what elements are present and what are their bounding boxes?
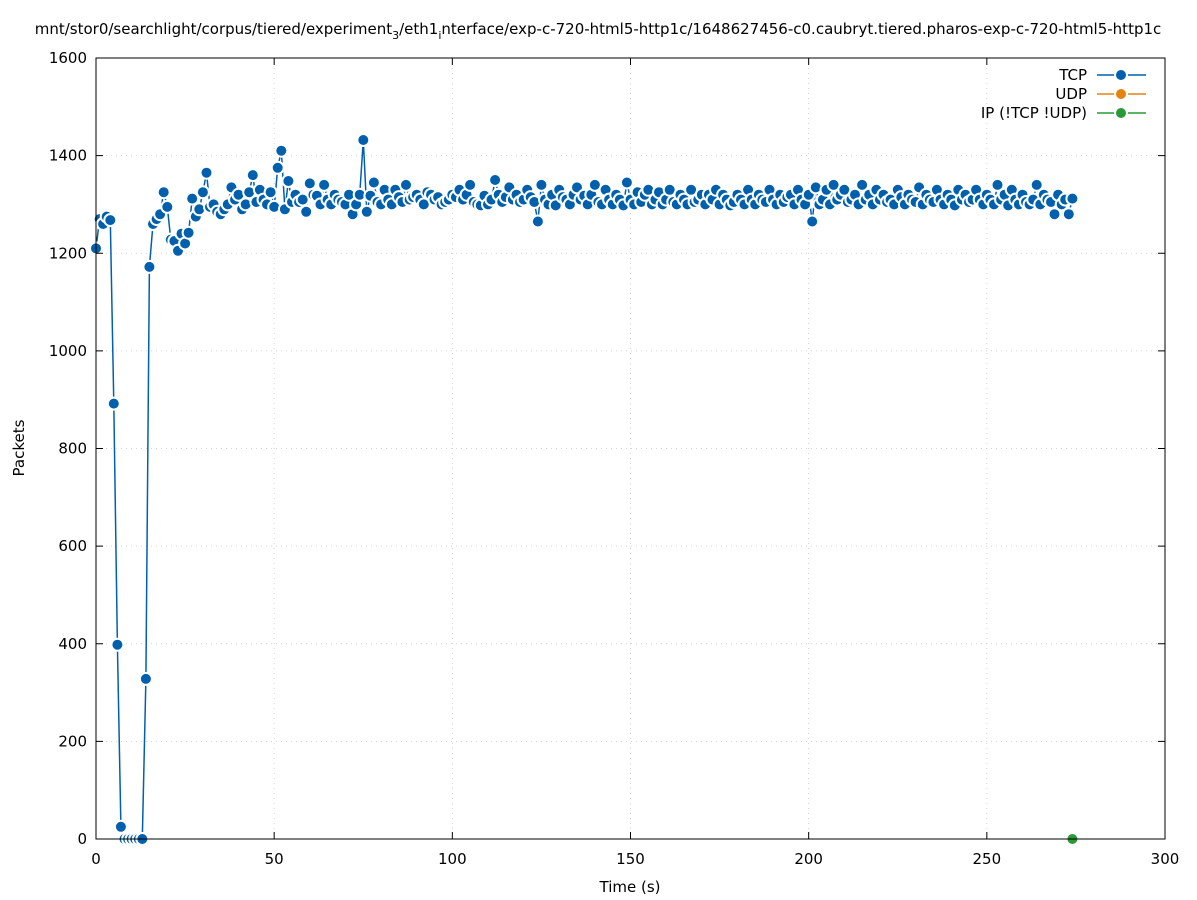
- x-tick-label: 300: [1151, 850, 1180, 868]
- tcp-data-point: [106, 396, 121, 411]
- tcp-data-point: [281, 174, 296, 188]
- tcp-data-point: [199, 165, 214, 180]
- y-tick-label: 0: [77, 830, 87, 848]
- tcp-data-point: [619, 175, 634, 190]
- legend-marker-ip-tcp-udp: [1114, 106, 1128, 120]
- tcp-data-point: [1065, 191, 1080, 206]
- tcp-data-point: [366, 175, 381, 190]
- series-points: [89, 133, 1080, 846]
- title-middle: /eth1: [399, 20, 438, 38]
- tcp-data-point: [156, 185, 171, 200]
- tcp-data-point: [142, 259, 157, 274]
- title-subscript-2: i: [438, 29, 441, 42]
- tcp-data-point: [1061, 207, 1076, 222]
- tcp-data-point: [1029, 177, 1044, 192]
- tcp-data-point: [270, 160, 285, 175]
- tcp-data-point: [990, 177, 1005, 192]
- tcp-data-point: [359, 204, 374, 219]
- tcp-data-point: [138, 671, 153, 686]
- legend-label-tcp: TCP: [1058, 66, 1087, 84]
- tcp-data-point: [534, 177, 549, 192]
- tcp-data-point: [160, 199, 175, 214]
- tcp-data-point: [1047, 207, 1062, 222]
- tick-labels: 0 50 100 150 200 250 300 0 200 400 600 800 1000 1200 1…: [49, 49, 1180, 868]
- legend-marker-tcp: [1114, 68, 1128, 82]
- y-axis-label: Packets: [10, 419, 28, 476]
- x-tick-label: 0: [91, 850, 101, 868]
- legend-marker-udp: [1114, 87, 1128, 101]
- tcp-data-point: [855, 177, 870, 192]
- plot-border: [95, 57, 1166, 840]
- tcp-data-point: [399, 177, 413, 192]
- tcp-data-point: [302, 176, 317, 191]
- x-tick-label: 100: [438, 850, 467, 868]
- tcp-data-point: [245, 168, 260, 183]
- legend-label-ip-tcp-udp: IP (!TCP !UDP): [981, 104, 1087, 122]
- y-tick-label: 200: [58, 732, 87, 750]
- tcp-data-point: [317, 177, 332, 192]
- y-tick-label: 1000: [49, 342, 87, 360]
- tcp-data-point: [530, 214, 545, 229]
- tcp-data-point: [274, 143, 289, 158]
- legend-label-udp: UDP: [1055, 85, 1087, 103]
- y-tick-label: 600: [58, 537, 87, 555]
- tcp-data-point: [113, 819, 128, 834]
- tcp-data-point: [299, 204, 314, 219]
- y-tick-label: 1400: [49, 147, 87, 165]
- title-subscript-1: 3: [392, 29, 399, 42]
- tcp-data-point: [181, 225, 196, 240]
- y-tick-label: 800: [58, 440, 87, 458]
- title-main: mnt/stor0/searchlight/corpus/tiered/expe…: [35, 20, 392, 38]
- title-rest: nterface/exp-c-720-html5-http1c/16486274…: [441, 20, 1161, 38]
- x-axis-label: Time (s): [599, 878, 661, 896]
- y-tick-label: 400: [58, 635, 87, 653]
- x-tick-label: 250: [973, 850, 1002, 868]
- chart-title: mnt/stor0/searchlight/corpus/tiered/expe…: [35, 20, 1162, 42]
- tcp-data-point: [185, 191, 200, 206]
- x-tick-label: 200: [794, 850, 823, 868]
- x-tick-label: 150: [616, 850, 645, 868]
- tcp-data-point: [805, 214, 820, 229]
- x-tick-label: 50: [265, 850, 284, 868]
- tcp-data-point: [263, 185, 278, 200]
- tcp-data-point: [488, 173, 503, 187]
- tcp-data-point: [195, 185, 210, 200]
- tcp-data-point: [463, 177, 478, 192]
- y-tick-label: 1600: [49, 49, 87, 67]
- tcp-data-point: [356, 133, 371, 147]
- tcp-data-point: [110, 637, 125, 652]
- tcp-data-point: [103, 213, 118, 228]
- y-tick-label: 1200: [49, 244, 87, 262]
